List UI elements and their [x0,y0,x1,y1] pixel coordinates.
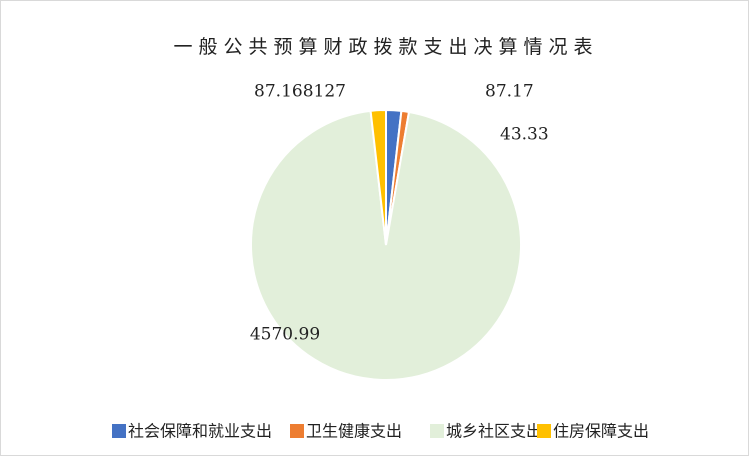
data-label: 87.17 [485,82,534,102]
legend-label: 住房保障支出 [553,422,649,441]
legend-label: 社会保障和就业支出 [128,422,272,441]
data-label: 4570.99 [250,325,320,345]
chart-title: 一般公共预算财政拨款支出决算情况表 [173,36,598,58]
data-label: 43.33 [500,125,549,145]
legend-swatch [290,424,304,438]
data-label: 87.168127 [254,82,346,102]
legend-label: 城乡社区支出 [446,422,542,441]
legend-swatch [430,424,444,438]
pie-slice [250,109,522,381]
legend-swatch [112,424,126,438]
legend-swatch [537,424,551,438]
legend-label: 卫生健康支出 [306,422,402,441]
pie-slice [369,108,387,246]
